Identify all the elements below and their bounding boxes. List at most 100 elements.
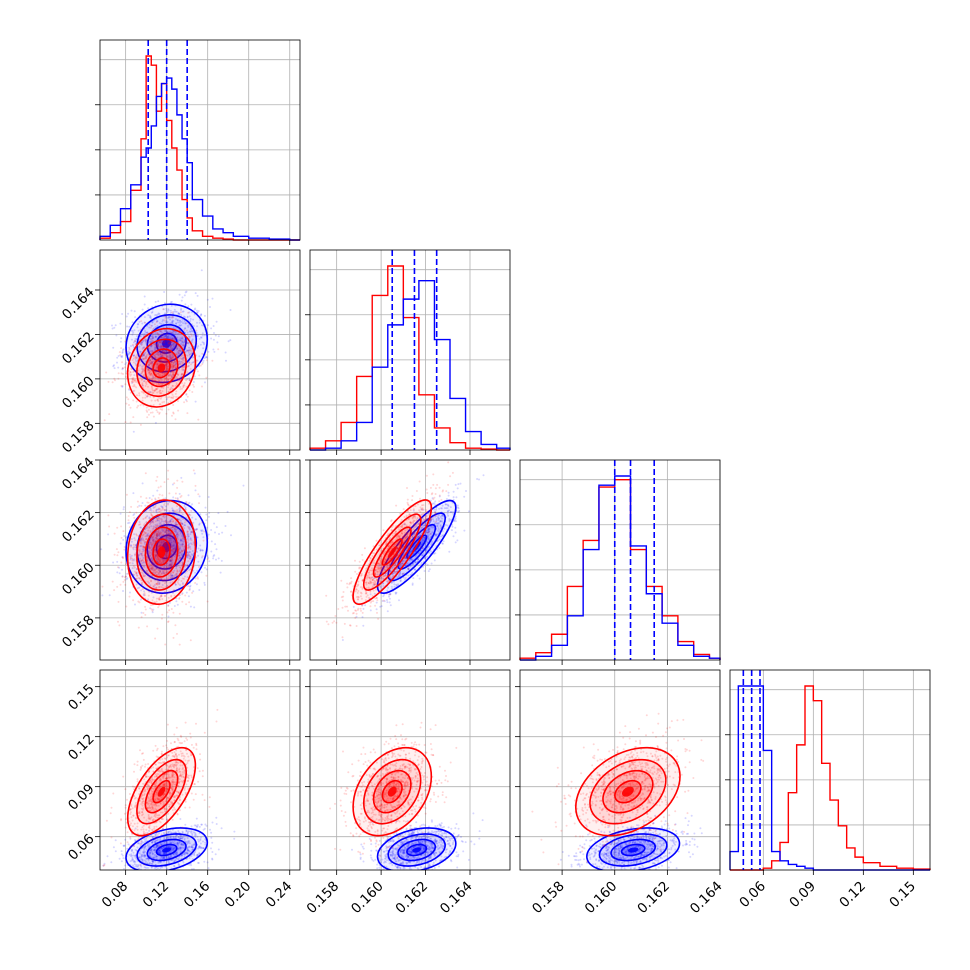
scatter-point-blue	[126, 577, 129, 580]
scatter-point-red	[154, 379, 157, 382]
scatter-point-blue	[242, 484, 245, 487]
scatter-point-blue	[155, 335, 158, 338]
scatter-point-blue	[147, 314, 150, 317]
scatter-point-blue	[150, 545, 153, 548]
scatter-point-blue	[159, 535, 161, 538]
scatter-point-blue	[143, 346, 146, 349]
scatter-point-red	[340, 579, 343, 582]
scatter-point-blue	[149, 359, 151, 361]
scatter-point-blue	[164, 329, 167, 332]
scatter-point-red	[171, 365, 174, 368]
scatter-point-red	[157, 606, 160, 609]
scatter-point-blue	[140, 538, 143, 540]
scatter-point-blue	[186, 576, 189, 579]
scatter-point-red	[142, 612, 145, 614]
scatter-point-blue	[171, 355, 174, 358]
scatter-point-blue	[185, 398, 188, 401]
scatter-point-blue	[190, 347, 193, 350]
scatter-point-red	[180, 355, 183, 358]
scatter-point-red	[125, 563, 127, 566]
scatter-point-blue	[217, 557, 220, 560]
scatter-point-blue	[135, 360, 138, 363]
scatter-point-red	[136, 353, 139, 356]
scatter-point-blue	[141, 537, 144, 540]
scatter-point-red	[195, 343, 198, 346]
scatter-point-red	[181, 382, 183, 385]
scatter-point-red	[132, 381, 135, 384]
scatter-point-blue	[198, 355, 201, 358]
histogram-blue	[310, 280, 511, 451]
scatter-point-blue	[153, 584, 156, 586]
scatter-point-blue	[167, 373, 170, 376]
scatter-point-red	[346, 586, 349, 589]
scatter-point-blue	[143, 353, 146, 355]
scatter-point-blue	[187, 494, 190, 497]
scatter-point-red	[160, 392, 163, 395]
scatter-point-blue	[125, 575, 127, 578]
scatter-point-red	[154, 380, 157, 383]
scatter-point-red	[120, 536, 123, 539]
scatter-point-red	[135, 511, 138, 514]
scatter-point-red	[188, 336, 191, 338]
scatter-point-blue	[143, 561, 145, 564]
scatter-point-red	[124, 375, 127, 378]
scatter-point-blue	[156, 366, 159, 369]
scatter-point-blue	[197, 560, 200, 563]
scatter-point-red	[185, 340, 187, 343]
scatter-point-blue	[178, 508, 181, 510]
scatter-point-red	[121, 361, 124, 364]
scatter-point-red	[159, 382, 162, 385]
scatter-point-blue	[143, 316, 146, 319]
scatter-point-red	[140, 390, 143, 393]
scatter-point-red	[124, 575, 127, 578]
scatter-point-red	[179, 329, 182, 332]
panel-frame	[99, 249, 301, 451]
scatter-point-blue	[136, 587, 139, 590]
scatter-point-blue	[151, 361, 153, 364]
scatter-point-red	[173, 363, 176, 366]
scatter-point-blue	[167, 335, 170, 338]
scatter-point-red	[165, 362, 168, 365]
scatter-point-red	[122, 580, 125, 583]
scatter-point-red	[203, 530, 205, 533]
scatter-point-blue	[165, 319, 168, 322]
scatter-point-red	[167, 386, 170, 389]
scatter-point-red	[360, 609, 362, 612]
scatter-point-blue	[159, 543, 162, 546]
scatter-point-blue	[142, 354, 145, 356]
scatter-point-red	[134, 369, 136, 372]
scatter-point-red	[117, 372, 120, 375]
scatter-point-red	[156, 627, 159, 630]
scatter-point-red	[149, 411, 152, 414]
scatter-point-red	[170, 364, 173, 367]
scatter-point-blue	[188, 550, 191, 553]
scatter-point-blue	[169, 560, 172, 563]
scatter-point-red	[114, 379, 116, 382]
scatter-point-blue	[202, 341, 205, 344]
scatter-point-red	[195, 528, 198, 531]
scatter-point-red	[172, 364, 175, 367]
scatter-point-red	[133, 340, 136, 343]
scatter-point-blue	[177, 341, 180, 344]
scatter-point-blue	[140, 589, 143, 592]
scatter-point-red	[181, 373, 183, 376]
scatter-point-red	[129, 371, 132, 374]
scatter-point-blue	[172, 540, 175, 543]
scatter-point-red	[171, 356, 174, 359]
scatter-point-blue	[147, 532, 150, 535]
scatter-point-red	[167, 620, 170, 623]
scatter-point-red	[156, 332, 159, 335]
scatter-point-red	[180, 349, 183, 352]
scatter-point-red	[174, 497, 177, 500]
scatter-point-red	[150, 324, 153, 327]
scatter-point-red	[149, 362, 152, 365]
scatter-point-red	[140, 616, 143, 619]
scatter-point-blue	[149, 359, 151, 362]
scatter-point-blue	[175, 572, 178, 575]
scatter-point-red	[197, 418, 200, 421]
scatter-point-blue	[209, 306, 211, 308]
scatter-point-blue	[200, 313, 203, 316]
scatter-point-red	[359, 607, 362, 610]
scatter-point-blue	[161, 542, 164, 544]
